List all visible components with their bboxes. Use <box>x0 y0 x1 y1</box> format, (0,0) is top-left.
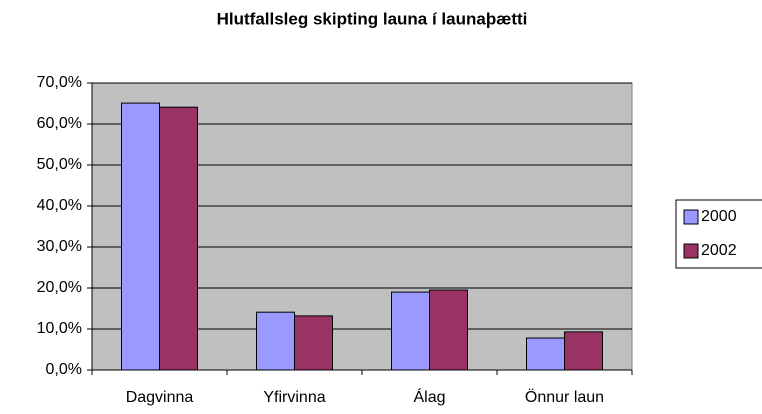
bar <box>391 291 430 371</box>
x-tick-label: Yfirvinna <box>263 389 325 406</box>
y-tick-label: 40,0% <box>37 197 82 214</box>
bar <box>294 315 333 371</box>
bar <box>159 106 198 371</box>
bar <box>429 289 468 371</box>
legend-label: 2000 <box>701 208 737 225</box>
bar <box>564 331 603 371</box>
bar <box>256 311 295 371</box>
chart-title: Hlutfallsleg skipting launa í launaþætti <box>217 9 528 28</box>
y-tick-label: 30,0% <box>37 238 82 255</box>
legend-swatch <box>683 243 699 259</box>
bar <box>526 337 565 371</box>
legend-label: 2002 <box>701 242 737 259</box>
y-tick-label: 0,0% <box>46 361 82 378</box>
y-tick-label: 60,0% <box>37 115 82 132</box>
bar <box>121 102 160 371</box>
y-tick-label: 10,0% <box>37 320 82 337</box>
x-tick-label: Álag <box>413 387 445 406</box>
y-tick-label: 70,0% <box>37 74 82 91</box>
y-tick-label: 20,0% <box>37 279 82 296</box>
x-tick-label: Önnur laun <box>525 388 604 406</box>
legend-swatch <box>683 209 699 225</box>
y-tick-label: 50,0% <box>37 156 82 173</box>
x-tick-label: Dagvinna <box>126 389 194 406</box>
